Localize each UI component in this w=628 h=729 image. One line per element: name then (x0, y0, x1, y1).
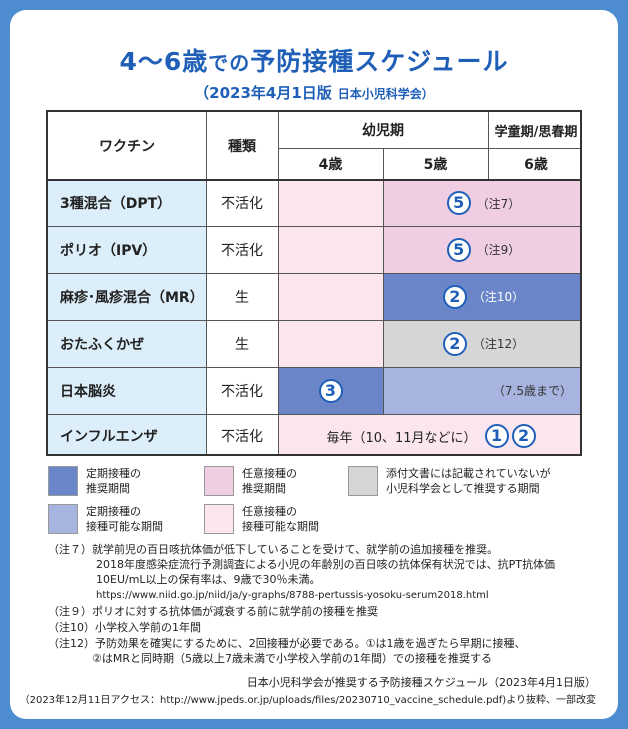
legend-nini-kano: 任意接種の 接種可能な期間 (242, 505, 319, 533)
note-ref: （注7） (476, 196, 521, 211)
title-age: 4〜6歳 (119, 47, 209, 76)
legend-nini-suisho: 任意接種の 推奨期間 (242, 467, 297, 495)
type-influenza: 不活化 (221, 429, 263, 445)
type-je: 不活化 (221, 383, 263, 400)
dose-circle: 2 (442, 331, 467, 356)
source-access: （2023年12月11日アクセス：http://www.jpeds.or.jp/… (19, 695, 596, 706)
footnote-9: （注９）ポリオに対する抗体価が減衰する前に就学前の接種を推奨 (48, 605, 378, 618)
page-subtitle: （2023年4月1日版 日本小児科学会） (10, 82, 618, 103)
type-ipv: 不活化 (221, 242, 263, 259)
footnote-7-url: https://www.niid.go.jp/niid/ja/y-graphs/… (96, 590, 489, 601)
grid-line (48, 320, 580, 321)
footnote-7: （注７）就学前児の百日咳抗体価が低下していることを受けて、就学前の追加接種を推奨… (48, 543, 499, 556)
dose-circle: 2 (442, 284, 467, 309)
footnote-7-line3: 10EU/mL以上の保有率は、9歳で30％未満。 (96, 573, 321, 586)
period-mumps-5-6: 2 （注12） (383, 320, 580, 367)
grid-line (488, 112, 489, 180)
type-mr: 生 (235, 289, 249, 306)
dose-circle: 5 (446, 191, 471, 215)
header-age5: 5歳 (423, 157, 448, 173)
grid-line (383, 148, 384, 414)
schedule-table: ワクチン 種類 幼児期 学童期/思春期 4歳 5歳 6歳 3種混合（DPT） 不… (46, 110, 582, 456)
legend-swatch-nini-kano (204, 504, 234, 534)
subtitle-org: 日本小児科学会） (337, 87, 434, 101)
grid-line (278, 112, 279, 454)
vaccine-je: 日本脳炎 (48, 367, 206, 414)
period-mr-5-6: 2 （注10） (383, 273, 580, 320)
header-type: 種類 (228, 139, 256, 155)
vaccine-influenza: インフルエンザ (48, 414, 206, 454)
period-je-5-6: （7.5歳まで） (383, 367, 580, 414)
legend-teiki-kano: 定期接種の 接種可能な期間 (86, 505, 163, 533)
header-age4: 4歳 (318, 157, 343, 173)
note-ref: （注10） (472, 290, 525, 304)
header-yoji: 幼児期 (362, 123, 404, 139)
dose-circle: 5 (446, 237, 471, 262)
type-dpt: 不活化 (221, 196, 263, 212)
grid-line (48, 414, 580, 415)
dose-circle: 3 (318, 378, 343, 403)
grid-line (206, 112, 207, 454)
grid-line (278, 148, 580, 149)
note-age-limit: （7.5歳まで） (492, 384, 572, 398)
period-ipv-4 (278, 226, 383, 273)
header-gakudo: 学童期/思春期 (494, 124, 578, 140)
title-particle: での (208, 51, 251, 75)
title-text: 予防接種スケジュール (250, 47, 509, 76)
period-dpt-4 (278, 180, 383, 226)
period-je-4: 3 (278, 367, 383, 414)
grid-line (48, 226, 580, 227)
note-ref: （注12） (472, 337, 525, 351)
legend-swatch-gakkai (348, 466, 378, 496)
vaccine-mr: 麻疹･風疹混合（MR） (48, 273, 206, 320)
source-citation: 日本小児科学会が推奨する予防接種スケジュール（2023年4月1日版） (246, 676, 596, 689)
subtitle-date: （2023年4月1日版 (194, 84, 332, 102)
footnote-12: （注12）予防効果を確実にするために、2回接種が必要である。①は1歳を過ぎたら早… (48, 637, 526, 650)
grid-line (48, 367, 580, 368)
dose-circle-2: 2 (511, 424, 536, 448)
legend-gakkai: 添付文書には記載されていないが 小児科学会として推奨する期間 (386, 467, 551, 495)
vaccine-ipv: ポリオ（IPV） (48, 226, 206, 273)
period-dpt-5-6: 5 （注7） (383, 180, 580, 226)
dose-circle-1: 1 (484, 424, 509, 448)
grid-line (48, 179, 580, 181)
header-age6: 6歳 (524, 157, 548, 173)
page-title: 4〜6歳での予防接種スケジュール (10, 42, 618, 78)
schedule-card: 4〜6歳での予防接種スケジュール （2023年4月1日版 日本小児科学会） ワクチ… (10, 10, 618, 719)
period-mr-4 (278, 273, 383, 320)
type-mumps: 生 (235, 336, 249, 353)
period-mumps-4 (278, 320, 383, 367)
period-ipv-5-6: 5 （注9） (383, 226, 580, 273)
footnote-12-line2: ②はMRと同時期（5歳以上7歳未満で小学校入学前の1年間）での接種を推奨する (92, 652, 492, 665)
legend-swatch-teiki-kano (48, 504, 78, 534)
legend-swatch-nini-suisho (204, 466, 234, 496)
vaccine-dpt: 3種混合（DPT） (48, 180, 206, 226)
influenza-note: 毎年（10、11月などに） (326, 430, 477, 446)
footnote-10: （注10）小学校入学前の1年間 (48, 621, 201, 634)
header-vaccine: ワクチン (99, 139, 155, 155)
footnote-7-line2: 2018年度感染症流行予測調査による小児の年齢別の百日咳の抗体保有状況では、抗P… (96, 558, 556, 571)
legend-swatch-teiki-suisho (48, 466, 78, 496)
period-influenza: 毎年（10、11月などに） 1 2 (278, 414, 580, 454)
grid-line (48, 273, 580, 274)
legend-teiki-suisho: 定期接種の 推奨期間 (86, 467, 141, 495)
note-ref: （注9） (476, 243, 521, 257)
vaccine-mumps: おたふくかぜ (48, 320, 206, 367)
